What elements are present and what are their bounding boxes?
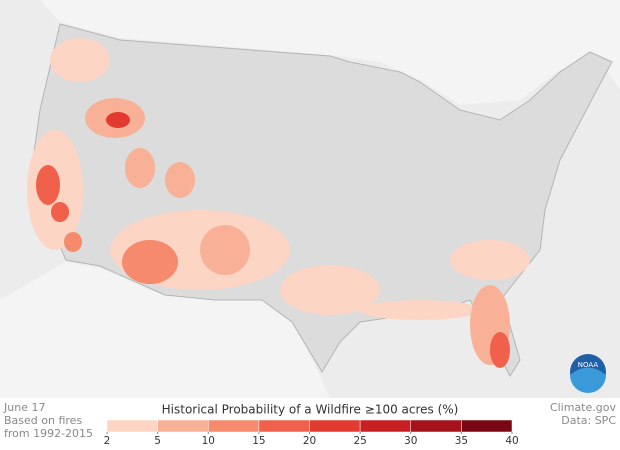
- legend-tick-label: 35: [455, 435, 468, 447]
- fire-area: [450, 240, 530, 280]
- legend-tick-label: 40: [505, 435, 518, 447]
- fire-area: [106, 112, 130, 128]
- noaa-logo-wave: [570, 367, 606, 393]
- note-line: from 1992-2015: [4, 427, 93, 440]
- probability-areas: [27, 38, 530, 368]
- fire-area: [36, 165, 60, 205]
- legend-swatch: [461, 419, 513, 433]
- legend-tick-label: 30: [404, 435, 417, 447]
- legend-swatch: [157, 419, 209, 433]
- legend-swatch: [258, 419, 310, 433]
- fire-area: [51, 202, 69, 222]
- date: June 17: [3, 401, 45, 414]
- canada: [0, 0, 620, 105]
- legend: 2 5 10 15 20 25 30 35 40: [104, 419, 519, 447]
- note-line: Based on fires: [4, 414, 82, 427]
- legend-tick-label: 10: [202, 435, 215, 447]
- legend-swatch: [359, 419, 411, 433]
- legend-title: Historical Probability of a Wildfire ≥10…: [162, 403, 459, 417]
- legend-swatch: [208, 419, 260, 433]
- fire-area: [125, 148, 155, 188]
- legend-swatch: [410, 419, 462, 433]
- noaa-logo-text: NOAA: [578, 361, 599, 369]
- fire-area: [200, 225, 250, 275]
- mexico: [0, 262, 330, 398]
- legend-tick-label: 20: [303, 435, 316, 447]
- fire-area: [280, 265, 380, 315]
- legend-tick-label: 15: [252, 435, 265, 447]
- legend-tick-label: 2: [104, 435, 111, 447]
- fire-area: [165, 162, 195, 198]
- legend-swatch: [309, 419, 361, 433]
- fire-area: [360, 300, 480, 320]
- fire-area: [64, 232, 82, 252]
- source: Data: SPC: [561, 414, 616, 427]
- legend-tick-label: 5: [154, 435, 161, 447]
- legend-tick-label: 25: [353, 435, 366, 447]
- credit: Climate.gov: [550, 401, 617, 414]
- legend-swatch: [106, 419, 158, 433]
- fire-area: [50, 38, 110, 82]
- fire-area: [490, 332, 510, 368]
- fire-area: [122, 240, 178, 284]
